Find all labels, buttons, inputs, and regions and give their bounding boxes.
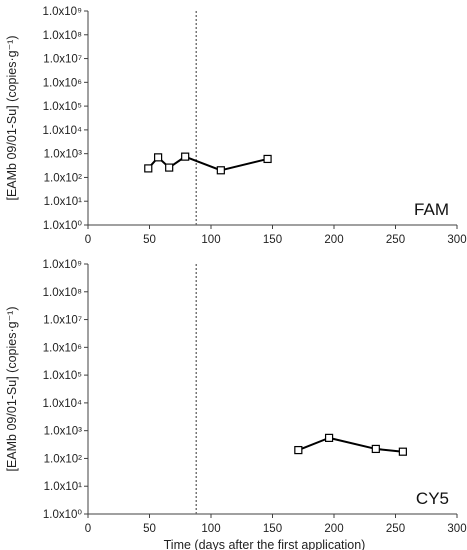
x-axis-title: Time (days after the first application) — [164, 538, 366, 550]
y-axis-title: [EAMb 09/01-Su] (copies·g⁻¹) — [5, 307, 19, 472]
y-tick-label: 1.0x10¹ — [44, 196, 83, 208]
data-point-marker — [263, 154, 272, 164]
y-tick-label: 1.0x10⁶ — [43, 342, 83, 354]
data-point-marker — [324, 433, 334, 442]
y-tick-label: 1.0x10⁸ — [43, 30, 83, 42]
y-tick-label: 1.0x10¹ — [44, 481, 83, 493]
y-tick-label: 1.0x10⁸ — [43, 287, 83, 299]
x-tick-label: 250 — [386, 234, 405, 246]
x-tick-label: 50 — [143, 523, 156, 535]
x-tick-label: 0 — [85, 523, 91, 535]
x-tick-label: 300 — [447, 234, 466, 246]
data-point-marker — [154, 153, 163, 162]
y-tick-label: 1.0x10⁵ — [43, 370, 83, 382]
data-point-marker — [371, 444, 380, 454]
x-tick-label: 200 — [324, 234, 343, 246]
y-tick-label: 1.0x10² — [44, 453, 83, 465]
y-tick-label: 1.0x10⁵ — [43, 101, 83, 113]
panel-label: CY5 — [416, 489, 449, 508]
series-line — [297, 436, 403, 453]
chart-panel-fam: 1.0x10⁰ 1.0x10¹ 1.0x10² 1.0x10³ 1.0x10⁴ 1.0x1… — [5, 6, 467, 246]
y-tick-label: 1.0x10⁶ — [43, 77, 83, 89]
data-point-marker — [294, 445, 303, 455]
x-tick-label: 100 — [201, 523, 220, 535]
x-tick-label: 300 — [447, 523, 466, 535]
chart-panel-cy5: 1.0x10⁰ 1.0x10¹ 1.0x10² 1.0x10³ 1.0x10⁴ 1.0x1… — [5, 259, 467, 550]
y-tick-label: 1.0x10⁹ — [43, 6, 83, 18]
x-tick-label: 200 — [324, 523, 343, 535]
data-point-marker — [165, 163, 174, 172]
y-tick-label: 1.0x10⁹ — [43, 259, 83, 271]
x-tick-label: 100 — [201, 234, 220, 246]
data-point-marker — [181, 152, 190, 161]
y-tick-label: 1.0x10² — [44, 172, 83, 184]
y-tick-label: 1.0x10⁰ — [43, 509, 83, 521]
x-tick-label: 50 — [143, 234, 156, 246]
x-tick-label: 0 — [85, 234, 91, 246]
y-axis-title: [EAMb 09/01-Su] (copies·g⁻¹) — [5, 36, 19, 201]
panel-label: FAM — [414, 200, 449, 219]
x-tick-label: 150 — [263, 234, 282, 246]
y-tick-label: 1.0x10⁴ — [43, 398, 83, 410]
x-tick-label: 250 — [386, 523, 405, 535]
y-tick-label: 1.0x10⁷ — [43, 54, 82, 66]
y-tick-label: 1.0x10³ — [44, 426, 83, 438]
y-tick-label: 1.0x10⁰ — [43, 220, 83, 232]
data-point-marker — [144, 164, 153, 173]
y-tick-label: 1.0x10³ — [44, 149, 83, 161]
x-tick-label: 150 — [263, 523, 282, 535]
y-tick-label: 1.0x10⁷ — [43, 315, 82, 327]
y-tick-label: 1.0x10⁴ — [43, 125, 83, 137]
data-point-marker — [398, 447, 407, 456]
data-point-marker — [216, 166, 225, 175]
